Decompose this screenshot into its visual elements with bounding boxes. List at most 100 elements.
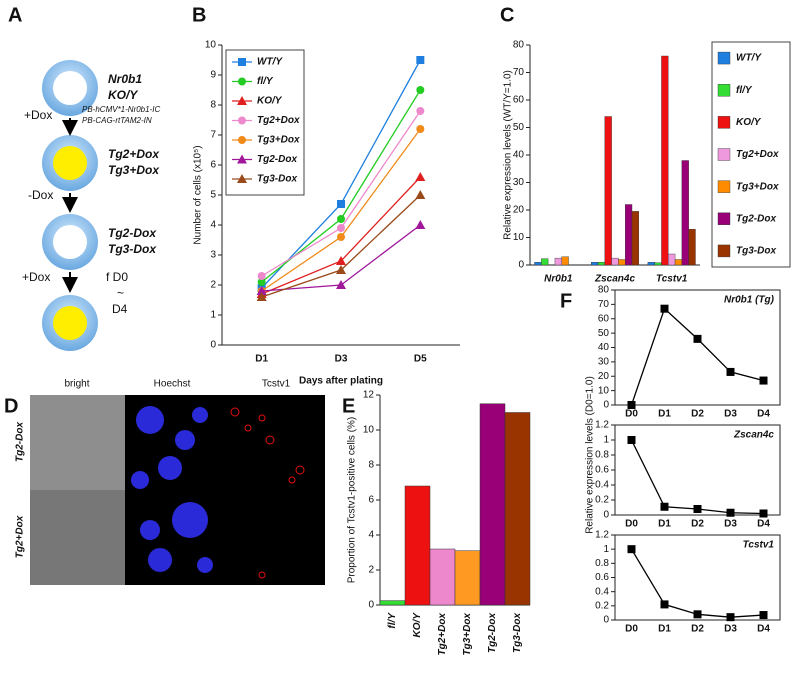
diagram-label: +Dox bbox=[22, 270, 50, 284]
marker bbox=[337, 215, 345, 223]
marker bbox=[256, 286, 267, 295]
marker bbox=[416, 56, 425, 64]
y-tick-label: 2 bbox=[368, 565, 374, 576]
diagram-label: Tg3-Dox bbox=[108, 242, 157, 256]
diagram-label: Tg3+Dox bbox=[108, 163, 160, 177]
marker bbox=[415, 220, 426, 229]
y-tick-label: 0 bbox=[603, 400, 609, 411]
legend-label: Tg3-Dox bbox=[736, 246, 776, 257]
panel-letter: D bbox=[4, 395, 18, 417]
y-tick-label: 10 bbox=[363, 425, 375, 436]
chart-title: Tcstv1 bbox=[743, 540, 775, 551]
marker bbox=[693, 334, 702, 343]
marker bbox=[336, 265, 346, 274]
marker bbox=[693, 505, 702, 513]
x-tick-label: D1 bbox=[658, 624, 671, 635]
x-tick-label: Tcstv1 bbox=[656, 274, 688, 285]
cell-core bbox=[53, 306, 87, 340]
nuclei bbox=[131, 406, 213, 573]
y-tick-label: 8 bbox=[368, 460, 374, 471]
y-tick-label: 40 bbox=[598, 342, 610, 353]
y-tick-label: 0.4 bbox=[595, 586, 609, 597]
diagram-label: ~ bbox=[117, 286, 124, 300]
marker bbox=[416, 86, 425, 94]
legend-swatch bbox=[717, 84, 731, 97]
y-tick-label: 3 bbox=[210, 250, 216, 261]
x-tick-label: Tg2-Dox bbox=[487, 613, 498, 653]
y-tick-label: 0 bbox=[518, 260, 524, 271]
diagram-label: PB-CAG-rtTAM2-IN bbox=[82, 116, 152, 125]
marker bbox=[660, 304, 669, 313]
marker bbox=[627, 545, 636, 554]
bar bbox=[647, 262, 655, 266]
marker bbox=[726, 613, 735, 622]
bar bbox=[597, 262, 605, 266]
tcstv1-signal bbox=[230, 407, 305, 579]
y-tick-label: 1 bbox=[603, 435, 609, 446]
legend-label: Tg2-Dox bbox=[257, 154, 297, 165]
x-tick-label: D1 bbox=[658, 519, 671, 530]
legend-swatch bbox=[717, 51, 731, 65]
y-tick-label: 0 bbox=[603, 615, 609, 626]
y-tick-label: 5 bbox=[210, 190, 216, 201]
bar bbox=[661, 55, 669, 266]
legend-label: KO/Y bbox=[736, 117, 762, 128]
marker bbox=[257, 272, 266, 280]
micrograph bbox=[30, 490, 125, 585]
diagram-label: f D0 bbox=[106, 270, 128, 284]
legend-swatch bbox=[717, 244, 731, 258]
marker bbox=[627, 401, 636, 409]
marker bbox=[336, 280, 346, 289]
y-tick-label: 50 bbox=[513, 122, 525, 133]
y-tick-label: 50 bbox=[598, 328, 610, 339]
x-tick-label: D0 bbox=[625, 409, 638, 420]
bar bbox=[674, 259, 683, 266]
y-tick-label: 6 bbox=[368, 495, 374, 506]
legend-label: Tg3+Dox bbox=[257, 135, 300, 146]
legend-label: fl/Y bbox=[257, 76, 274, 87]
legend-marker bbox=[238, 116, 246, 125]
marker bbox=[416, 125, 425, 133]
legend-marker bbox=[237, 174, 247, 183]
y-tick-label: 1.2 bbox=[595, 530, 609, 541]
y-axis-label: Number of cells (x10⁵) bbox=[193, 145, 204, 244]
cell-core bbox=[53, 146, 87, 180]
row-label: Tg2+Dox bbox=[15, 515, 26, 558]
x-tick-label: Tg2+Dox bbox=[437, 613, 448, 656]
column-label: bright bbox=[64, 379, 89, 390]
series-line bbox=[630, 307, 764, 406]
y-tick-label: 10 bbox=[598, 385, 610, 396]
bar bbox=[479, 403, 506, 606]
marker bbox=[337, 233, 345, 241]
cell-core bbox=[53, 71, 87, 105]
marker bbox=[660, 600, 669, 609]
bar bbox=[379, 600, 406, 606]
marker bbox=[759, 509, 768, 518]
panel-letter: E bbox=[342, 395, 355, 417]
x-tick-label: D4 bbox=[757, 519, 770, 530]
legend-swatch bbox=[717, 180, 731, 193]
y-tick-label: 0 bbox=[210, 340, 216, 351]
diagram-label: -Dox bbox=[28, 188, 53, 202]
y-tick-label: 60 bbox=[598, 313, 610, 324]
legend-label: Tg3+Dox bbox=[736, 181, 779, 192]
bar bbox=[688, 229, 696, 266]
y-tick-label: 9 bbox=[210, 70, 216, 81]
y-tick-label: 0 bbox=[368, 600, 374, 611]
panel-letter: F bbox=[560, 290, 572, 312]
chart-title: Zscan4c bbox=[733, 430, 774, 441]
bar bbox=[534, 262, 542, 266]
legend-marker bbox=[238, 77, 246, 86]
bar bbox=[561, 256, 569, 266]
x-tick-label: D4 bbox=[757, 409, 770, 420]
bar bbox=[631, 211, 639, 266]
y-tick-label: 30 bbox=[598, 357, 610, 368]
legend-label: fl/Y bbox=[736, 85, 753, 96]
chart-title: Nr0b1 (Tg) bbox=[724, 295, 775, 306]
bar bbox=[668, 253, 676, 266]
y-tick-label: 4 bbox=[368, 530, 374, 541]
legend-label: Tg2-Dox bbox=[736, 213, 776, 224]
marker bbox=[337, 200, 345, 208]
y-axis-label: Relative expression levels (WT/Y=1.0) bbox=[503, 70, 514, 240]
